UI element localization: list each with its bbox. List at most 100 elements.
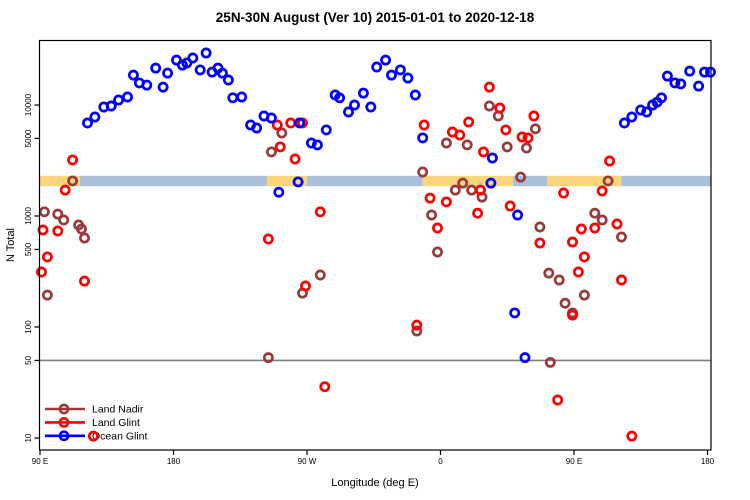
scatter-point-ocean-glint [187,52,199,64]
scatter-point-land-glint [552,394,564,406]
scatter-point-ocean-glint [105,100,117,112]
scatter-point-land-nadir [559,297,571,309]
scatter-point-ocean-glint [693,80,705,92]
scatter-point-land-glint [36,266,47,278]
scatter-point-land-glint [424,192,436,204]
surface-band-ocean [306,175,423,187]
scatter-point-ocean-glint [320,124,332,136]
scatter-point-land-nadir [314,269,326,281]
scatter-point-land-nadir [417,166,429,178]
scatter-point-land-nadir [276,127,288,139]
surface-band-land [266,175,307,187]
y-tick-label: 5000 [24,129,33,147]
scatter-point-ocean-glint [82,117,93,129]
scatter-point-land-nadir [432,246,443,258]
surface-band-land [39,175,81,187]
scatter-point-land-glint [472,207,484,219]
scatter-point-land-glint [567,309,578,321]
scatter-point-ocean-glint [641,106,653,118]
scatter-point-land-glint [87,430,99,442]
scatter-point-ocean-glint [162,67,174,79]
scatter-point-land-glint [41,251,53,263]
scatter-point-land-glint [596,185,608,197]
scatter-point-ocean-glint [311,139,323,151]
scatter-point-land-nadir [265,146,277,158]
scatter-point-land-glint [558,187,570,199]
scatter-point-land-nadir [457,177,469,189]
scatter-point-ocean-glint [222,74,234,86]
scatter-point-land-nadir [79,232,90,244]
scatter-point-ocean-glint [122,91,133,103]
x-tick-label: 0 [438,457,443,466]
scatter-point-land-glint [478,146,489,158]
scatter-point-land-glint [626,430,638,442]
scatter-point-ocean-glint [386,69,397,81]
scatter-point-land-nadir [58,214,70,226]
scatter-point-land-glint [504,200,516,212]
scatter-point-ocean-glint [684,65,696,77]
plot-border [38,39,712,451]
y-tick-label: 500 [24,242,33,256]
scatter-point-land-nadir [449,184,461,196]
scatter-point-ocean-glint [402,72,414,84]
scatter-point-ocean-glint [371,61,383,73]
scatter-point-ocean-glint [417,132,429,144]
scatter-point-land-nadir [501,141,513,153]
x-tick-label: 90 E [32,457,48,466]
x-axis-title: Longitude (deg E) [331,477,419,489]
scatter-point-land-glint [578,251,590,263]
scatter-point-ocean-glint [305,137,317,149]
scatter-point-ocean-glint [626,111,638,123]
scatter-point-land-nadir [41,289,53,301]
x-tick-label: 90 W [298,457,317,466]
scatter-point-ocean-glint [675,78,687,90]
scatter-point-land-nadir [529,123,541,135]
scatter-point-land-nadir [602,175,614,187]
scatter-point-land-nadir [440,137,452,149]
scatter-point-land-glint [432,222,443,234]
y-tick-label: 1000 [24,207,33,225]
scatter-point-land-nadir [544,356,556,368]
scatter-point-land-glint [285,117,297,129]
scatter-point-land-nadir [426,209,438,221]
scatter-point-ocean-glint [216,67,228,79]
scatter-point-ocean-glint [618,117,630,129]
scatter-point-land-glint [319,381,331,393]
scatter-point-land-nadir [589,207,601,219]
surface-band-ocean [513,175,548,187]
scatter-point-ocean-glint [294,117,306,129]
scatter-point-land-nadir [483,100,495,112]
scatter-point-ocean-glint [157,81,169,93]
y-tick-label: 50 [24,355,33,364]
scatter-point-land-glint [463,116,475,128]
scatter-point-land-glint [494,102,506,114]
scatter-point-ocean-glint [519,352,531,364]
surface-band-land [547,175,622,187]
scatter-point-land-glint [575,223,587,235]
surface-band-ocean [621,175,711,187]
scatter-point-ocean-glint [357,87,369,99]
scatter-point-land-nadir [411,325,423,337]
scatter-point-land-glint [611,218,623,230]
scatter-point-ocean-glint [486,152,498,164]
scatter-point-land-nadir [543,267,555,279]
scatter-point-land-glint [534,237,546,249]
scatter-point-ocean-glint [661,70,673,82]
scatter-point-land-glint [454,129,466,141]
legend-label: Land Nadir [92,404,144,416]
scatter-point-land-glint [418,119,430,131]
scatter-point-land-glint [567,236,578,248]
scatter-point-ocean-glint [512,209,524,221]
scatter-point-ocean-glint [236,91,248,103]
scatter-point-land-glint [262,233,274,245]
scatter-point-ocean-glint [150,62,162,74]
scatter-point-land-glint [475,184,486,196]
scatter-point-land-nadir [76,223,87,235]
scatter-point-land-nadir [521,142,532,154]
y-tick-label: 10000 [24,93,33,116]
scatter-point-ocean-glint [113,94,125,106]
scatter-point-land-glint [271,119,283,131]
scatter-point-land-nadir [466,184,478,196]
scatter-point-ocean-glint [251,122,263,134]
